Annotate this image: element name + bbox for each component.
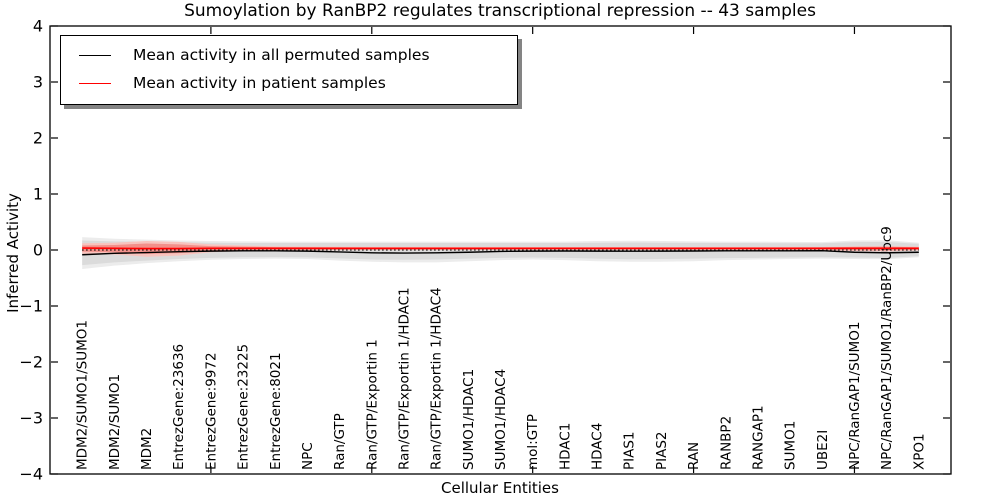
series-line-0 <box>82 249 919 256</box>
patient-line-swatch-icon <box>79 82 111 84</box>
legend-label-permuted: Mean activity in all permuted samples <box>133 46 430 64</box>
legend-entry-permuted: Mean activity in all permuted samples <box>75 41 503 69</box>
x-category-label: NPC <box>300 442 316 470</box>
y-tick-label: 0 <box>33 241 43 260</box>
x-category-label: mol:GTP <box>525 414 541 470</box>
x-category-label: EntrezGene:8021 <box>268 352 284 470</box>
x-category-label: HDAC4 <box>590 423 606 470</box>
x-category-label: EntrezGene:23225 <box>236 344 252 470</box>
x-category-label: Ran/GTP <box>332 413 348 470</box>
series-line-1 <box>82 247 919 250</box>
x-category-label: HDAC1 <box>557 423 573 470</box>
x-category-label: NPC/RanGAP1/SUMO1 <box>847 322 863 470</box>
x-axis-label: Cellular Entities <box>441 479 559 497</box>
x-category-label: SUMO1 <box>783 421 799 470</box>
x-category-label: PIAS1 <box>622 431 638 470</box>
x-category-label: EntrezGene:23636 <box>171 344 187 470</box>
x-category-label: NPC/RanGAP1/SUMO1/RanBP2/Ubc9 <box>879 226 895 470</box>
y-tick-label: −2 <box>19 353 43 372</box>
x-category-label: XPO1 <box>911 433 927 470</box>
y-tick-label: 3 <box>33 73 43 92</box>
x-category-label: Ran/GTP/Exportin 1/HDAC4 <box>429 287 445 470</box>
x-category-label: UBE2I <box>815 430 831 470</box>
x-category-label: Ran/GTP/Exportin 1 <box>364 339 380 470</box>
y-tick-label: −4 <box>19 465 43 484</box>
x-category-label: MDM2/SUMO1/SUMO1 <box>75 320 91 470</box>
y-tick-label: 2 <box>33 129 43 148</box>
x-category-label: RANBP2 <box>718 416 734 470</box>
y-tick-label: 1 <box>33 185 43 204</box>
x-category-label: SUMO1/HDAC4 <box>493 369 509 470</box>
chart-title: Sumoylation by RanBP2 regulates transcri… <box>184 1 816 21</box>
legend-box: Mean activity in all permuted samples Me… <box>60 35 518 105</box>
x-category-label: RAN <box>686 442 702 470</box>
x-category-label: EntrezGene:9972 <box>203 352 219 470</box>
y-tick-label: 4 <box>33 17 43 36</box>
y-tick-label: −3 <box>19 409 43 428</box>
permuted-line-swatch-icon <box>79 54 111 56</box>
x-category-label: RANGAP1 <box>750 405 766 470</box>
x-category-label: MDM2/SUMO1 <box>107 374 123 470</box>
x-category-label: SUMO1/HDAC1 <box>461 369 477 470</box>
legend-entry-patient: Mean activity in patient samples <box>75 69 503 97</box>
x-category-label: PIAS2 <box>654 431 670 470</box>
legend-label-patient: Mean activity in patient samples <box>133 74 386 92</box>
axes-frame <box>49 25 952 475</box>
y-tick-label: −1 <box>19 297 43 316</box>
x-category-label: MDM2 <box>139 428 155 470</box>
x-category-label: Ran/GTP/Exportin 1/HDAC1 <box>396 287 412 470</box>
